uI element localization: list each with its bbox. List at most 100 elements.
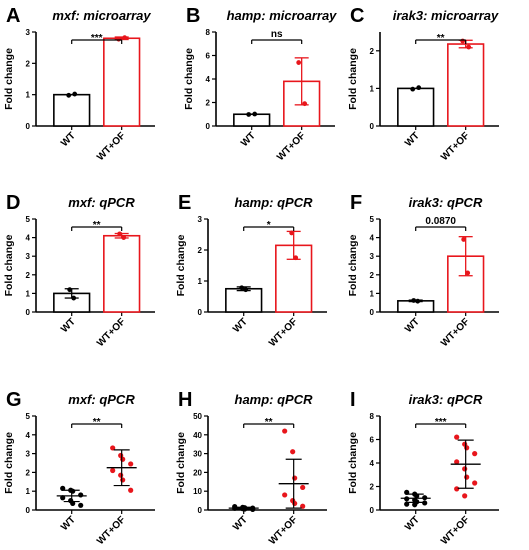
data-point: [120, 456, 126, 462]
significance-label: ***: [91, 33, 103, 44]
data-point: [411, 298, 417, 303]
x-category-label: WT+OF: [439, 316, 472, 349]
data-point: [416, 85, 422, 91]
significance-label: *: [267, 220, 271, 231]
y-tick-label: 5: [26, 215, 31, 224]
y-tick-label: 1: [370, 84, 375, 93]
y-axis-label: Fold change: [183, 48, 195, 110]
data-point: [472, 480, 478, 486]
x-category-label: WT+OF: [95, 316, 128, 349]
y-tick-label: 1: [26, 91, 31, 100]
y-tick-label: 6: [370, 436, 375, 445]
data-point: [120, 477, 126, 483]
y-axis-label: Fold change: [3, 432, 15, 494]
x-category-label: WT+OF: [439, 130, 472, 163]
data-point: [239, 285, 245, 291]
data-point: [462, 466, 468, 472]
y-tick-label: 30: [193, 450, 202, 459]
data-point: [252, 111, 258, 117]
y-tick-label: 2: [26, 468, 31, 477]
y-tick-label: 1: [198, 277, 203, 286]
panel-title: mxf: microarray: [52, 8, 151, 23]
data-point: [412, 502, 418, 508]
y-tick-label: 50: [193, 412, 202, 421]
y-tick-label: 8: [370, 412, 375, 421]
bar: [103, 37, 141, 127]
y-tick-label: 0: [370, 122, 375, 131]
significance-label: **: [437, 33, 445, 44]
data-point: [465, 270, 471, 276]
y-axis-label: Fold change: [347, 48, 359, 110]
data-point: [246, 112, 252, 117]
x-category-label: WT+OF: [267, 316, 300, 349]
x-category-label: WT+OF: [439, 514, 472, 547]
y-axis-label: Fold change: [347, 432, 359, 494]
data-point: [282, 428, 288, 434]
y-axis-label: Fold change: [347, 234, 359, 296]
panel-title: hamp: qPCR: [235, 392, 314, 407]
y-tick-label: 6: [206, 52, 211, 61]
data-point: [118, 472, 124, 478]
data-point: [292, 500, 298, 507]
data-point: [121, 235, 127, 241]
x-category-label: WT+OF: [95, 514, 128, 547]
y-tick-label: 5: [26, 412, 31, 421]
y-axis-label: Fold change: [175, 234, 187, 296]
y-tick-label: 3: [370, 252, 375, 261]
y-tick-label: 4: [26, 234, 31, 243]
data-point: [464, 474, 470, 480]
y-tick-label: 2: [370, 483, 375, 492]
y-tick-label: 1: [26, 487, 31, 496]
data-point: [292, 475, 298, 481]
y-tick-label: 20: [193, 468, 202, 477]
panel-letter: I: [350, 389, 356, 411]
bar: [397, 87, 435, 127]
data-point: [460, 38, 466, 44]
data-point: [243, 287, 249, 293]
data-point: [282, 492, 288, 498]
panel-title: mxf: qPCR: [68, 195, 135, 210]
data-point: [461, 237, 467, 242]
significance-label: ***: [435, 417, 447, 428]
panel-title: irak3: qPCR: [409, 195, 483, 210]
y-tick-label: 10: [193, 487, 202, 496]
y-tick-label: 2: [370, 271, 375, 280]
data-point: [454, 434, 460, 440]
y-tick-label: 3: [26, 450, 31, 459]
x-category-label: WT: [231, 514, 250, 533]
bar: [447, 43, 485, 127]
significance-label: **: [93, 220, 101, 231]
panel-letter: C: [350, 5, 364, 27]
x-category-label: WT+OF: [267, 514, 300, 547]
panel-title: irak3: microarray: [393, 8, 499, 23]
data-point: [293, 255, 299, 261]
data-point: [110, 467, 116, 474]
y-axis-label: Fold change: [175, 432, 187, 494]
x-category-label: WT: [239, 130, 258, 149]
significance-label: 0.0870: [425, 216, 456, 227]
y-tick-label: 0: [370, 506, 375, 515]
y-tick-label: 40: [193, 431, 202, 440]
data-point: [464, 445, 470, 451]
data-point: [78, 502, 84, 508]
x-category-label: WT: [403, 130, 422, 149]
y-tick-label: 0: [198, 308, 203, 317]
bar: [103, 234, 141, 313]
x-category-label: WT: [403, 514, 422, 533]
panel-letter: D: [6, 192, 20, 214]
data-point: [122, 35, 128, 41]
panel-letter: H: [178, 389, 192, 411]
data-point: [466, 44, 472, 50]
y-tick-label: 2: [370, 47, 375, 56]
data-point: [472, 451, 478, 457]
panel-letter: E: [178, 192, 191, 214]
data-point: [78, 492, 84, 498]
